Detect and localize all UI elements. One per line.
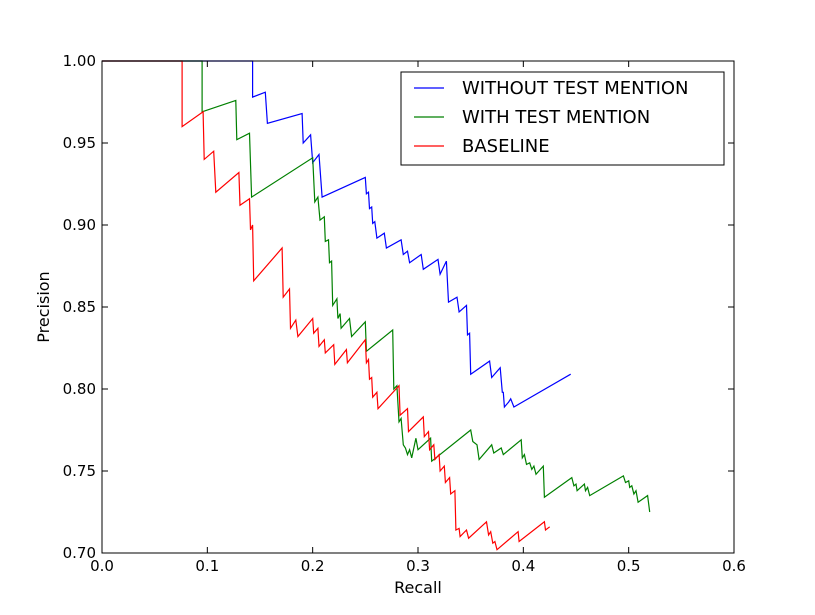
y-axis-label: Precision xyxy=(34,271,53,342)
series-lines xyxy=(102,60,651,551)
legend-label-1: WITHOUT TEST MENTION xyxy=(462,78,689,99)
legend-label-3: BASELINE xyxy=(462,136,550,157)
x-axis-label: Recall xyxy=(394,578,442,597)
y-tick-label: 1.00 xyxy=(63,52,96,70)
legend: WITHOUT TEST MENTION WITH TEST MENTION BAS… xyxy=(400,71,725,166)
x-tick-label: 0.6 xyxy=(722,557,746,575)
y-tick-label: 0.90 xyxy=(63,216,96,234)
legend-box xyxy=(400,71,725,166)
x-tick-label: 0.3 xyxy=(406,557,430,575)
legend-label-2: WITH TEST MENTION xyxy=(462,107,650,128)
x-tick-label: 0.4 xyxy=(511,557,535,575)
x-tick-label: 0.5 xyxy=(617,557,641,575)
series-line-3 xyxy=(102,60,551,551)
axis-ticks: 0.0 0.1 0.2 0.3 0.4 0.5 0.6 0.70 0.75 0.80 0.85 0.9… xyxy=(63,52,746,575)
y-tick-label: 0.95 xyxy=(63,134,96,152)
x-tick-label: 0.0 xyxy=(90,557,114,575)
x-tick-label: 0.2 xyxy=(301,557,325,575)
y-tick-label: 0.70 xyxy=(63,544,96,562)
x-tick-label: 0.1 xyxy=(195,557,219,575)
y-tick-label: 0.80 xyxy=(63,380,96,398)
y-tick-label: 0.75 xyxy=(63,462,96,480)
series-line-2 xyxy=(102,60,651,513)
series-line-1 xyxy=(102,60,572,409)
y-tick-label: 0.85 xyxy=(63,298,96,316)
